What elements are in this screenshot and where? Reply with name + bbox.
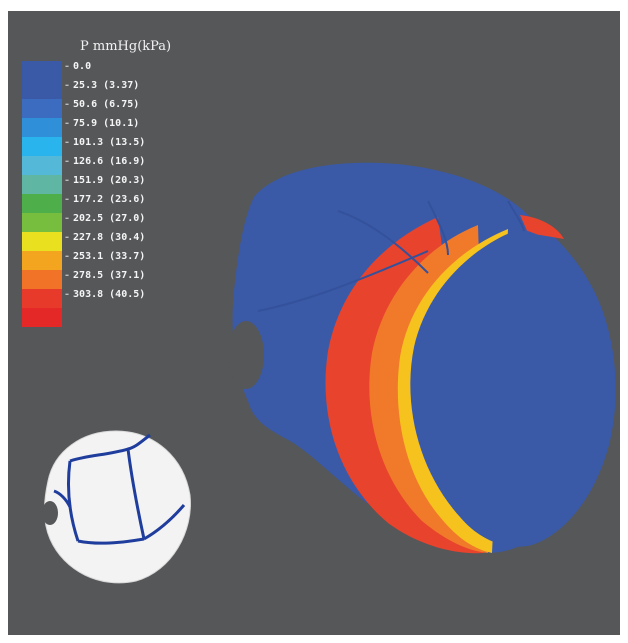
skull-surface: [44, 430, 191, 584]
visualization-panel: P mmHg(kPa) -0.0 -25.3 (3.37) -50.6 (6.75)…: [8, 11, 620, 635]
legend-swatch: [22, 61, 62, 80]
legend-swatch: [22, 270, 62, 289]
legend-swatch: [22, 213, 62, 232]
legend-swatch: [22, 251, 62, 270]
legend-swatch: [22, 156, 62, 175]
legend-title: P mmHg(kPa): [80, 39, 172, 54]
legend-swatch: [22, 194, 62, 213]
legend-swatch: [22, 289, 62, 308]
legend-swatch: [22, 99, 62, 118]
color-scale-bar: [22, 61, 62, 327]
head-front-face: [410, 229, 616, 547]
skull-eye-socket: [42, 501, 58, 525]
legend-label: -177.2 (23.6): [64, 194, 146, 205]
ear-opening: [228, 321, 264, 389]
legend-label: -253.1 (33.7): [64, 251, 146, 262]
legend-label: -0.0: [64, 61, 92, 72]
legend-label: -303.8 (40.5): [64, 289, 146, 300]
legend-label: -75.9 (10.1): [64, 118, 140, 129]
color-scale-labels: -0.0 -25.3 (3.37) -50.6 (6.75) -75.9 (10.1)…: [64, 57, 145, 304]
legend-label: -126.6 (16.9): [64, 156, 146, 167]
skull-sutures: [53, 433, 186, 545]
suture-line: [257, 200, 525, 312]
legend-label: -227.8 (30.4): [64, 232, 146, 243]
legend-swatch: [22, 232, 62, 251]
legend-swatch: [22, 175, 62, 194]
legend-swatch: [22, 308, 62, 327]
legend-label: -278.5 (37.1): [64, 270, 146, 281]
legend-label: -50.6 (6.75): [64, 99, 140, 110]
legend-swatch: [22, 80, 62, 99]
legend-label: -25.3 (3.37): [64, 80, 140, 91]
legend-label: -202.5 (27.0): [64, 213, 146, 224]
legend-swatch: [22, 137, 62, 156]
legend-label: -151.9 (20.3): [64, 175, 146, 186]
head-model-scene: [42, 162, 616, 584]
legend-label: -101.3 (13.5): [64, 137, 146, 148]
legend-swatch: [22, 118, 62, 137]
